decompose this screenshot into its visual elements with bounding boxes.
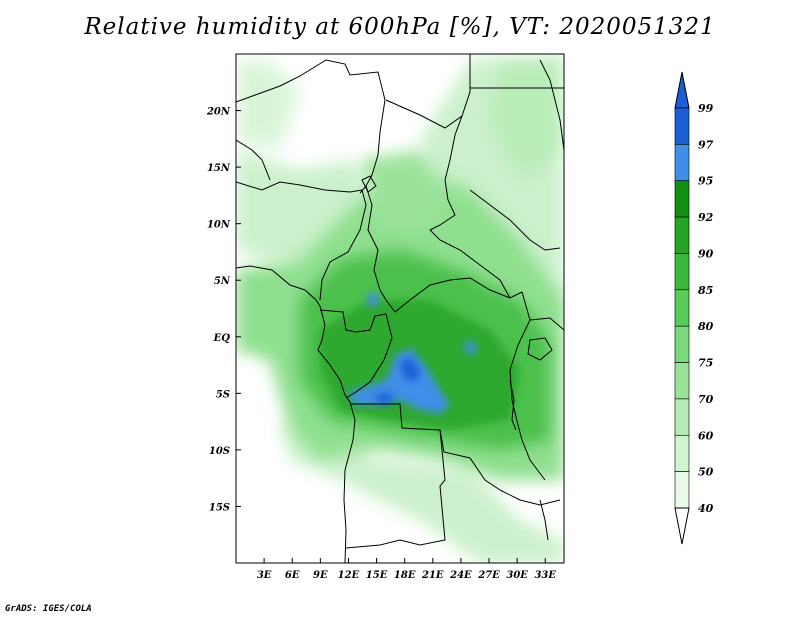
colorbar-level-label: 85 — [698, 284, 713, 297]
colorbar-band — [674, 434, 690, 472]
x-tick-label: 33E — [534, 570, 556, 581]
colorbar-level-label: 92 — [698, 211, 714, 224]
rh-blue-congo — [348, 348, 450, 414]
rh-darkblue-2 — [375, 392, 394, 404]
colorbar-band — [674, 471, 690, 509]
colorbar-bottom-arrow — [674, 507, 690, 545]
border-cameroon-car — [365, 185, 387, 301]
y-tick-label: 10N — [207, 220, 231, 231]
x-tick-label: 27E — [477, 570, 500, 581]
border-car-sudan — [429, 229, 511, 299]
y-tick-label: 15N — [207, 163, 231, 174]
border-mali-niger — [236, 139, 271, 181]
x-tick-label: 18E — [394, 570, 416, 581]
y-tick-label: 10S — [209, 446, 230, 457]
y-tick-label: 15S — [209, 502, 230, 513]
y-axis: 20N 15N 10N 5N EQ 5S 10S 15S — [206, 107, 241, 513]
lake-victoria — [527, 337, 553, 361]
x-tick-label: 3E — [257, 570, 272, 581]
border-nigeria-cameroon — [319, 189, 367, 301]
y-tick-label: 5S — [216, 389, 230, 400]
colorbar-band — [674, 325, 690, 363]
coastline-central — [317, 305, 356, 563]
border-drc-east — [509, 291, 546, 481]
lake-malawi — [539, 499, 549, 541]
country-boundaries — [236, 54, 564, 563]
x-axis: 3E 6E 9E 12E 15E 18E 21E 24E 27E 30E 33E — [257, 558, 556, 581]
x-tick-label: 12E — [338, 570, 360, 581]
colorbar: 99 97 95 92 90 85 80 75 70 60 50 40 — [674, 71, 714, 545]
colorbar-level-label: 80 — [698, 320, 714, 333]
colorbar-level-label: 70 — [698, 393, 714, 406]
colorbar-band — [674, 253, 690, 291]
border-drc-angola — [350, 403, 501, 491]
colorbar-level-label: 50 — [698, 466, 714, 479]
x-tick-label: 15E — [366, 570, 388, 581]
grads-credit: GrADS: IGES/COLA — [5, 604, 92, 614]
border-chad-sudan — [429, 115, 463, 231]
coastline-west — [236, 265, 321, 307]
rh-light-nw — [236, 60, 300, 150]
colorbar-level-label: 90 — [698, 247, 714, 260]
x-tick-label: 6E — [285, 570, 300, 581]
rh-mid-north — [360, 150, 450, 230]
border-nigeria-north — [236, 181, 363, 193]
x-tick-label: 30E — [506, 570, 528, 581]
colorbar-band — [674, 144, 690, 182]
colorbar-level-label: 40 — [698, 502, 714, 515]
x-tick-label: 9E — [313, 570, 328, 581]
y-tick-label: 20N — [206, 107, 231, 118]
x-tick-label: 21E — [421, 570, 444, 581]
border-gabon-congo — [319, 309, 387, 333]
rh-blue-east — [463, 340, 478, 356]
map-frame — [235, 53, 565, 564]
colorbar-level-label: 75 — [698, 357, 713, 370]
rh-blue-north — [366, 292, 380, 308]
colorbar-level-label: 60 — [698, 429, 714, 442]
colorbar-band — [674, 216, 690, 254]
rh-darkblue-congo — [400, 358, 420, 382]
colorbar-level-label: 97 — [698, 138, 714, 151]
x-tick-label: 24E — [449, 570, 472, 581]
y-tick-label: 5N — [214, 276, 231, 287]
colorbar-band — [674, 398, 690, 436]
lake-tanganyika — [509, 379, 517, 431]
colorbar-band — [674, 180, 690, 218]
border-sudan-south — [469, 189, 561, 251]
rh-light-south — [280, 420, 564, 563]
border-car-south — [385, 277, 523, 313]
y-tick-label: EQ — [213, 333, 231, 344]
colorbar-band — [674, 289, 690, 327]
colorbar-level-label: 99 — [698, 102, 714, 115]
border-libya-chad — [385, 54, 471, 129]
colorbar-band — [674, 107, 690, 145]
colorbar-band — [674, 362, 690, 400]
lake-chad — [361, 175, 377, 193]
border-niger-chad — [236, 59, 386, 194]
border-angola-zambia — [345, 429, 446, 549]
border-congo-drc — [345, 313, 393, 399]
rh-light-ne — [490, 60, 564, 180]
border-zambia-east — [499, 489, 561, 506]
colorbar-level-label: 95 — [698, 175, 713, 188]
border-sudan-ethiopia — [539, 59, 564, 151]
border-uganda-kenya — [529, 317, 564, 331]
plot-title: Relative humidity at 600hPa [%], VT: 202… — [84, 14, 716, 40]
colorbar-top-arrow — [674, 71, 690, 109]
